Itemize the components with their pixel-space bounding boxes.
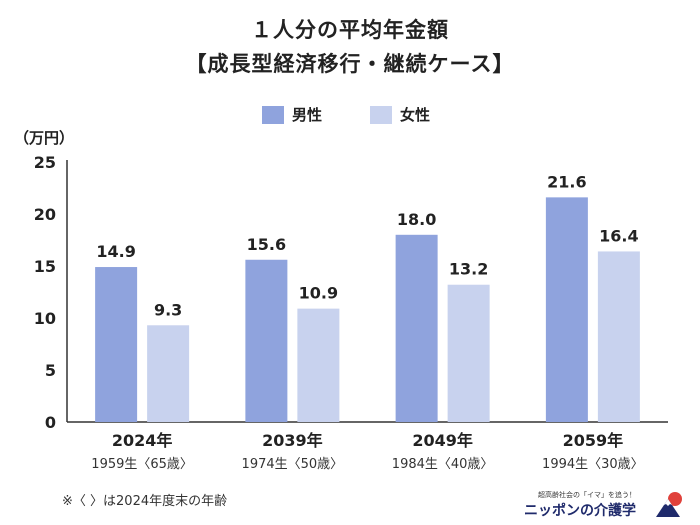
bar-male xyxy=(545,197,588,422)
site-logo: 超高齢社会の「イマ」を追う！ ニッポンの介護学 xyxy=(520,488,690,520)
x-tick-sublabel: 1959生〈65歳〉 xyxy=(91,457,193,472)
legend-label-male: 男性 xyxy=(292,106,323,124)
x-tick-sublabel: 1984生〈40歳〉 xyxy=(392,457,494,472)
bar-male xyxy=(245,259,288,422)
data-label: 14.9 xyxy=(96,242,135,261)
bar-female xyxy=(447,284,490,422)
legend-swatch-male xyxy=(262,105,284,124)
data-label: 21.6 xyxy=(547,172,586,191)
y-tick-label: 25 xyxy=(34,153,56,172)
logo-tagline: 超高齢社会の「イマ」を追う！ xyxy=(538,491,636,499)
footnote: ※〈 〉は2024年度末の年齢 xyxy=(62,494,228,509)
bar-female xyxy=(297,308,340,422)
y-axis-label: （万円） xyxy=(14,129,74,147)
legend: 男性 女性 xyxy=(262,104,468,125)
data-label: 9.3 xyxy=(154,300,182,319)
x-tick-label: 2039年 xyxy=(262,431,323,450)
legend-item-female: 女性 xyxy=(370,104,430,125)
x-tick-label: 2024年 xyxy=(112,431,173,450)
bar-female xyxy=(147,325,190,422)
x-tick-label: 2059年 xyxy=(563,431,624,450)
chart-title: １人分の平均年金額 xyxy=(251,18,449,42)
legend-swatch-female xyxy=(370,105,393,124)
x-tick-sublabel: 1974生〈50歳〉 xyxy=(242,457,344,472)
data-label: 18.0 xyxy=(397,210,436,229)
y-tick-label: 15 xyxy=(34,257,56,276)
y-tick-label: 5 xyxy=(45,361,56,380)
logo-name: ニッポンの介護学 xyxy=(524,503,636,519)
legend-item-male: 男性 xyxy=(262,104,322,125)
x-tick-sublabel: 1994生〈30歳〉 xyxy=(542,457,644,472)
legend-label-female: 女性 xyxy=(400,106,431,124)
y-tick-label: 10 xyxy=(34,309,56,328)
bar-female xyxy=(597,251,640,422)
bar-male xyxy=(395,234,438,422)
chart-subtitle: 【成長型経済移行・継続ケース】 xyxy=(185,52,515,76)
y-tick-label: 20 xyxy=(34,205,56,224)
mountain-sun-icon xyxy=(656,492,682,517)
data-label: 13.2 xyxy=(449,260,488,279)
data-label: 10.9 xyxy=(299,284,338,303)
data-label: 16.4 xyxy=(599,226,638,245)
x-tick-label: 2049年 xyxy=(412,431,473,450)
bar-male xyxy=(95,267,138,422)
data-label: 15.6 xyxy=(247,235,286,254)
y-tick-label: 0 xyxy=(45,413,56,432)
bar-chart: （万円） 0 5 10 15 20 25 14.9 9.3 2024年 1959生〈65歳〉 15.6… xyxy=(14,129,668,472)
